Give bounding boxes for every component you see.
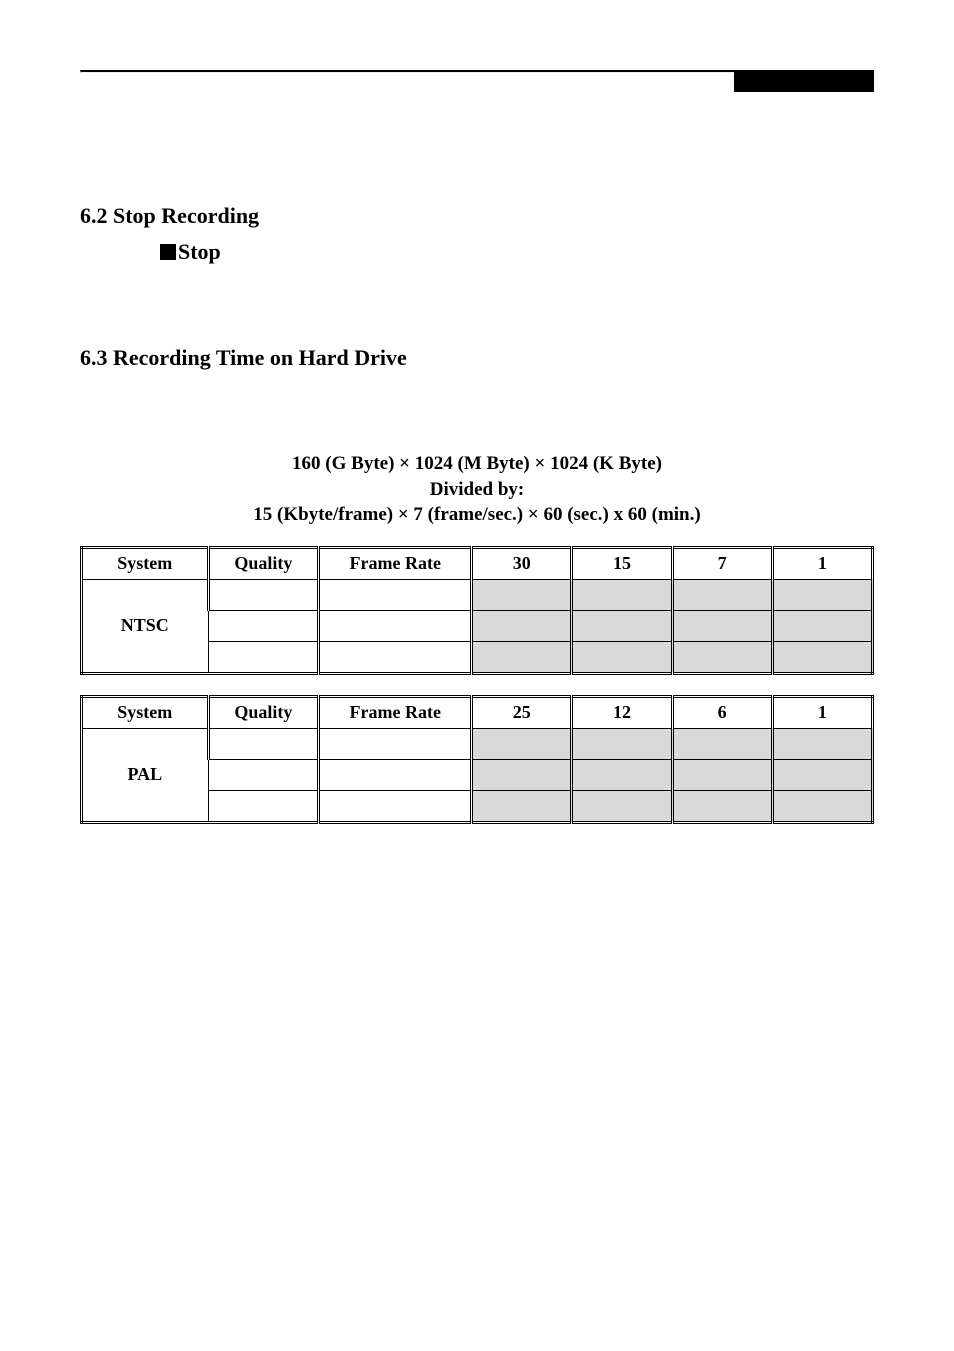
th-col-1: 25 xyxy=(472,696,572,728)
cell-rate xyxy=(319,579,472,610)
cell-data xyxy=(772,610,872,641)
th-col-4: 1 xyxy=(772,547,872,579)
cell-data xyxy=(672,759,772,790)
pal-table-wrap: System Quality Frame Rate 25 12 6 1 PAL xyxy=(80,695,874,824)
cell-data xyxy=(472,759,572,790)
formula-line-1: 160 (G Byte) × 1024 (M Byte) × 1024 (K B… xyxy=(80,451,874,477)
cell-quality xyxy=(208,728,319,759)
stop-icon xyxy=(160,244,176,260)
cell-data xyxy=(772,579,872,610)
th-col-3: 7 xyxy=(672,547,772,579)
formula-line-3: 15 (Kbyte/frame) × 7 (frame/sec.) × 60 (… xyxy=(80,502,874,528)
stop-row: Stop xyxy=(160,239,874,265)
cell-data xyxy=(672,579,772,610)
th-col-2: 12 xyxy=(572,696,672,728)
table-row: PAL xyxy=(82,728,873,759)
ntsc-table: System Quality Frame Rate 30 15 7 1 NTSC xyxy=(80,546,874,675)
cell-data xyxy=(572,579,672,610)
cell-data xyxy=(572,641,672,673)
th-col-2: 15 xyxy=(572,547,672,579)
cell-data xyxy=(772,728,872,759)
section-6-3-heading: 6.3 Recording Time on Hard Drive xyxy=(80,345,874,371)
th-frame-rate: Frame Rate xyxy=(319,696,472,728)
th-quality: Quality xyxy=(208,696,319,728)
th-frame-rate: Frame Rate xyxy=(319,547,472,579)
system-cell: NTSC xyxy=(82,579,209,673)
cell-rate xyxy=(319,641,472,673)
cell-rate xyxy=(319,790,472,822)
table-row: NTSC xyxy=(82,579,873,610)
th-system: System xyxy=(82,547,209,579)
stop-label: Stop xyxy=(178,239,221,264)
cell-rate xyxy=(319,610,472,641)
header-black-block xyxy=(734,70,874,92)
cell-data xyxy=(572,759,672,790)
cell-data xyxy=(772,790,872,822)
cell-data xyxy=(672,610,772,641)
table-header-row: System Quality Frame Rate 30 15 7 1 xyxy=(82,547,873,579)
pal-table: System Quality Frame Rate 25 12 6 1 PAL xyxy=(80,695,874,824)
table-header-row: System Quality Frame Rate 25 12 6 1 xyxy=(82,696,873,728)
cell-data xyxy=(472,641,572,673)
formula-block: 160 (G Byte) × 1024 (M Byte) × 1024 (K B… xyxy=(80,451,874,528)
cell-data xyxy=(572,610,672,641)
cell-data xyxy=(472,728,572,759)
cell-data xyxy=(772,641,872,673)
page: 6.2 Stop Recording Stop 6.3 Recording Ti… xyxy=(0,0,954,1351)
cell-data xyxy=(472,610,572,641)
cell-data xyxy=(672,728,772,759)
cell-quality xyxy=(208,641,319,673)
section-6-2-heading: 6.2 Stop Recording xyxy=(80,203,874,229)
cell-rate xyxy=(319,759,472,790)
th-col-3: 6 xyxy=(672,696,772,728)
cell-rate xyxy=(319,728,472,759)
th-col-1: 30 xyxy=(472,547,572,579)
cell-quality xyxy=(208,610,319,641)
cell-quality xyxy=(208,759,319,790)
cell-quality xyxy=(208,579,319,610)
cell-data xyxy=(672,790,772,822)
cell-data xyxy=(772,759,872,790)
cell-data xyxy=(472,790,572,822)
system-cell: PAL xyxy=(82,728,209,822)
ntsc-table-wrap: System Quality Frame Rate 30 15 7 1 NTSC xyxy=(80,546,874,675)
cell-quality xyxy=(208,790,319,822)
cell-data xyxy=(572,790,672,822)
cell-data xyxy=(672,641,772,673)
formula-line-2: Divided by: xyxy=(80,477,874,503)
cell-data xyxy=(472,579,572,610)
th-col-4: 1 xyxy=(772,696,872,728)
cell-data xyxy=(572,728,672,759)
th-system: System xyxy=(82,696,209,728)
th-quality: Quality xyxy=(208,547,319,579)
